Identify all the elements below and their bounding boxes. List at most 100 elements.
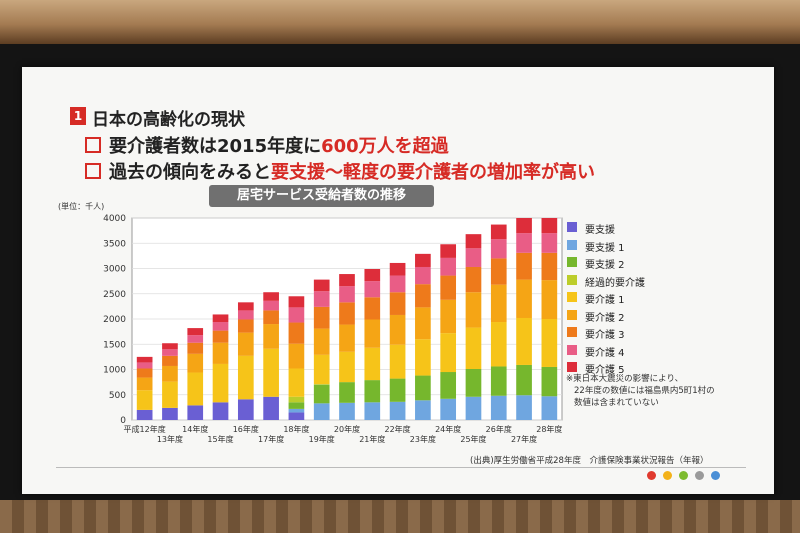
bar-segment — [313, 384, 330, 385]
bar-segment — [288, 396, 305, 403]
bar-segment — [440, 372, 457, 399]
brand-dots — [647, 465, 727, 484]
bar-segment — [187, 335, 204, 343]
bar-segment — [389, 378, 406, 402]
bar-segment — [288, 343, 305, 369]
bar-segment — [288, 296, 305, 308]
bar-segment — [415, 375, 431, 401]
bar-segment — [187, 353, 204, 373]
bar-segment — [288, 408, 305, 413]
bar-segment — [415, 253, 431, 267]
bar-segment — [339, 351, 355, 383]
x-tick-label: 26年度 — [486, 424, 512, 434]
bar-segment — [162, 349, 178, 356]
x-tick-label: 18年度 — [283, 424, 309, 434]
legend-swatch — [567, 362, 577, 372]
bar-segment — [212, 322, 229, 331]
bar-segment — [162, 343, 178, 350]
bar-segment — [339, 324, 355, 352]
bar-segment — [288, 402, 305, 409]
legend-label: 要介護 5 — [585, 365, 625, 376]
x-tick-label: 19年度 — [309, 434, 335, 444]
bar-segment — [440, 275, 457, 300]
bar-segment — [541, 252, 558, 281]
legend-label: 要介護 1 — [585, 295, 625, 306]
y-tick-label: 1000 — [103, 366, 126, 376]
slide-heading: 日本の高齢化の現状 — [92, 110, 245, 130]
bar-segment — [465, 396, 482, 420]
legend-label: 要支援 1 — [585, 242, 625, 254]
bar-segment — [364, 380, 381, 403]
bullet-2-text: 過去の傾向をみると — [109, 162, 271, 183]
legend-label: 経過的要介護 — [585, 277, 645, 289]
bar-segment — [288, 412, 305, 420]
bar-segment — [516, 317, 532, 365]
bar-segment — [263, 396, 279, 420]
bar-segment — [263, 310, 279, 325]
bar-segment — [212, 363, 229, 403]
x-tick-label: 16年度 — [233, 424, 259, 434]
bar-segment — [237, 319, 254, 333]
bar-segment — [541, 218, 558, 234]
legend-swatch — [567, 222, 577, 232]
legend-swatch — [567, 239, 577, 250]
bar-segment — [187, 405, 204, 420]
bar-segment — [313, 306, 330, 329]
legend-label: 要支援 — [585, 225, 615, 236]
bar-segment — [288, 322, 305, 344]
bar-segment — [440, 257, 457, 276]
bar-segment — [440, 244, 457, 258]
bar-segment — [162, 381, 178, 408]
bar-segment — [364, 297, 381, 320]
bar-segment — [339, 274, 355, 287]
bar-segment — [237, 355, 254, 400]
divider — [56, 467, 746, 468]
bar-segment — [541, 233, 558, 253]
bar-segment — [465, 327, 482, 369]
bar-segment — [490, 258, 507, 285]
checkbox-square-icon — [85, 163, 101, 179]
bar-segment — [364, 402, 381, 420]
bar-segment — [212, 314, 229, 323]
bar-segment — [516, 395, 532, 420]
bar-segment — [389, 275, 406, 293]
wood-ceiling — [0, 0, 800, 44]
bar-segment — [212, 402, 229, 420]
bar-segment — [313, 279, 330, 292]
bar-segment — [516, 233, 532, 253]
x-tick-label: 25年度 — [460, 434, 486, 444]
bar-segment — [490, 224, 507, 240]
brand-dot — [679, 471, 688, 480]
unit-label: (単位：千人) — [58, 202, 105, 211]
bar-segment — [516, 279, 532, 318]
y-tick-label: 3500 — [103, 239, 126, 249]
x-tick-label: 24年度 — [435, 424, 461, 434]
bar-segment — [339, 286, 355, 303]
bar-segment — [288, 307, 305, 323]
bar-segment — [490, 366, 507, 396]
x-tick-label: 23年度 — [410, 434, 436, 444]
y-tick-label: 2500 — [103, 290, 126, 300]
bar-segment — [237, 302, 254, 311]
bar-segment — [162, 365, 178, 382]
bar-segment — [237, 310, 254, 320]
bar-segment — [136, 362, 153, 369]
bar-segment — [263, 292, 279, 301]
x-tick-label: 17年度 — [258, 434, 284, 444]
brand-dot — [711, 471, 720, 480]
bar-segment — [389, 314, 406, 345]
bullet-1-highlight: 600万人を超過 — [321, 136, 449, 157]
bar-segment — [136, 368, 153, 378]
bar-segment — [313, 291, 330, 307]
bar-segment — [364, 281, 381, 298]
bar-segment — [415, 307, 431, 340]
brand-dot — [695, 471, 704, 480]
bar-segment — [465, 292, 482, 328]
bar-segment — [465, 248, 482, 267]
legend-swatch — [567, 327, 577, 337]
bar-segment — [136, 377, 153, 391]
bar-segment — [389, 344, 406, 379]
bar-segment — [187, 328, 204, 336]
footnote: ※東日本大震災の影響により、 22年度の数値には福島県内5町1村の 数値は含まれ… — [566, 373, 715, 409]
legend-swatch — [567, 309, 577, 320]
